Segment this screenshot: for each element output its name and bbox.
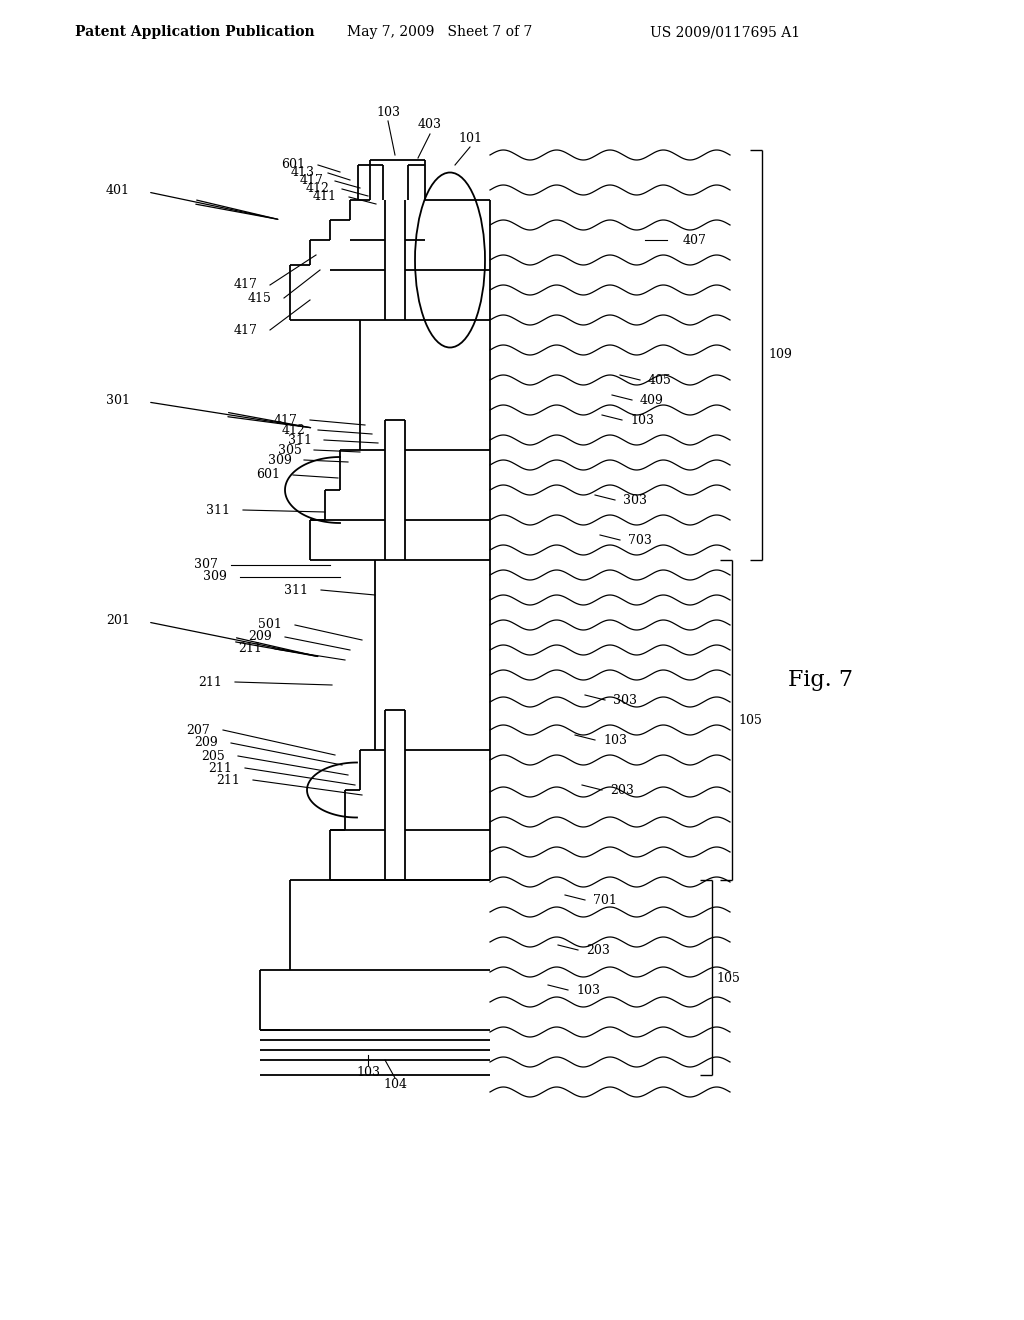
Text: 417: 417: [299, 174, 323, 187]
Text: 109: 109: [768, 348, 792, 362]
Text: 701: 701: [593, 894, 616, 907]
Text: 101: 101: [458, 132, 482, 144]
Text: 311: 311: [206, 503, 230, 516]
Text: 417: 417: [274, 413, 298, 426]
Text: 309: 309: [268, 454, 292, 466]
Text: 103: 103: [603, 734, 627, 747]
Text: 413: 413: [291, 166, 315, 180]
Text: 405: 405: [648, 374, 672, 387]
Text: Fig. 7: Fig. 7: [787, 669, 853, 690]
Text: 211: 211: [208, 762, 232, 775]
Text: 209: 209: [195, 737, 218, 750]
Text: 203: 203: [586, 944, 610, 957]
Text: 311: 311: [288, 433, 312, 446]
Text: Patent Application Publication: Patent Application Publication: [75, 25, 314, 40]
Text: 103: 103: [376, 106, 400, 119]
Text: 205: 205: [202, 750, 225, 763]
Text: 415: 415: [248, 292, 272, 305]
Text: 311: 311: [284, 583, 308, 597]
Text: 703: 703: [628, 533, 652, 546]
Text: 307: 307: [195, 558, 218, 572]
Text: 301: 301: [106, 393, 130, 407]
Text: 211: 211: [216, 774, 240, 787]
Text: 305: 305: [279, 444, 302, 457]
Text: 403: 403: [418, 119, 442, 132]
Text: 412: 412: [283, 424, 306, 437]
Text: May 7, 2009   Sheet 7 of 7: May 7, 2009 Sheet 7 of 7: [347, 25, 532, 40]
Text: 211: 211: [198, 676, 222, 689]
Text: 401: 401: [106, 183, 130, 197]
Text: 103: 103: [356, 1065, 380, 1078]
Text: 211: 211: [239, 643, 262, 656]
Text: 105: 105: [716, 972, 740, 985]
Text: 303: 303: [623, 494, 647, 507]
Text: 303: 303: [613, 693, 637, 706]
Text: 601: 601: [256, 469, 280, 482]
Text: 417: 417: [234, 323, 258, 337]
Text: 411: 411: [313, 190, 337, 203]
Text: 203: 203: [610, 784, 634, 796]
Text: US 2009/0117695 A1: US 2009/0117695 A1: [650, 25, 800, 40]
Text: 201: 201: [106, 614, 130, 627]
Text: 309: 309: [203, 570, 227, 583]
Text: 409: 409: [640, 393, 664, 407]
Text: 407: 407: [683, 234, 707, 247]
Text: 209: 209: [248, 631, 272, 644]
Text: 417: 417: [234, 279, 258, 292]
Text: 501: 501: [258, 619, 282, 631]
Text: 103: 103: [630, 413, 654, 426]
Text: 105: 105: [738, 714, 762, 726]
Text: 207: 207: [186, 723, 210, 737]
Text: 601: 601: [281, 158, 305, 172]
Text: 104: 104: [383, 1078, 407, 1092]
Text: 412: 412: [306, 182, 330, 195]
Text: 103: 103: [575, 983, 600, 997]
